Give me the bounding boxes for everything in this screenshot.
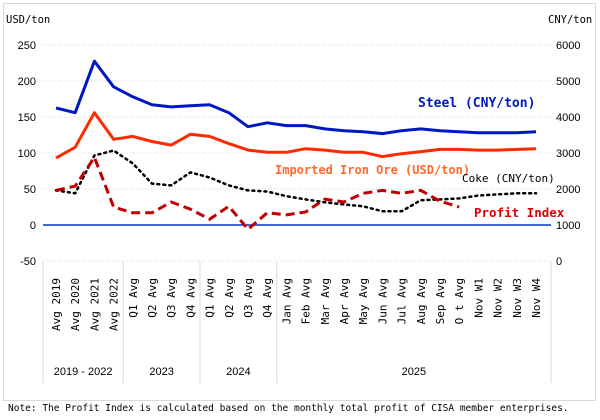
- group-label: 2023: [149, 366, 173, 378]
- series-line-2: [54, 149, 538, 213]
- left-tick-label: 200: [18, 76, 36, 88]
- right-tick-label: 5000: [556, 76, 580, 88]
- category-label: O t Avg: [453, 278, 466, 324]
- left-tick-label: 150: [18, 112, 36, 124]
- series-label: Profit Index: [474, 205, 565, 220]
- category-label: Aug Avg: [415, 278, 428, 324]
- category-label: Nov W3: [511, 278, 524, 318]
- right-tick-label: 6000: [556, 40, 580, 52]
- group-label: 2019 - 2022: [54, 366, 113, 378]
- series-line-1: [55, 111, 537, 160]
- left-tick-label: 100: [18, 148, 36, 160]
- right-tick-label: 1000: [556, 220, 580, 232]
- category-label: Jan Avg: [280, 278, 293, 324]
- category-label: Q3 Avg: [242, 278, 255, 318]
- category-label: Q2 Avg: [223, 278, 236, 318]
- category-label: Avg 2019: [50, 278, 63, 331]
- category-label: Avg 2020: [69, 278, 82, 331]
- category-label: Feb Avg: [300, 278, 313, 324]
- series-line-0: [55, 59, 537, 136]
- right-tick-label: 0: [556, 256, 562, 268]
- left-tick-label: -50: [20, 256, 36, 268]
- category-label: Avg 2021: [88, 278, 101, 331]
- chart-frame: [3, 3, 596, 401]
- category-label: Avg 2022: [108, 278, 121, 331]
- series-line-3: [55, 155, 460, 231]
- category-label: Nov W1: [472, 278, 485, 318]
- category-label: Q2 Avg: [146, 278, 159, 318]
- series-label: Steel (CNY/ton): [418, 96, 535, 111]
- group-label: 2024: [226, 366, 250, 378]
- series-label: Imported Iron Ore (USD/ton): [275, 163, 470, 177]
- right-tick-label: 4000: [556, 112, 580, 124]
- category-label: May Avg: [357, 278, 370, 324]
- category-label: Sep Avg: [434, 278, 447, 324]
- left-tick-label: 0: [30, 220, 36, 232]
- category-label: Nov W4: [530, 278, 543, 318]
- category-label: Mar Avg: [319, 278, 332, 324]
- category-label: Q1 Avg: [127, 278, 140, 318]
- left-tick-label: 250: [18, 40, 36, 52]
- left-axis-label: USD/ton: [6, 14, 50, 26]
- series-label: Coke (CNY/ton): [462, 172, 555, 185]
- category-label: Q1 Avg: [204, 278, 217, 318]
- category-label: Q3 Avg: [165, 278, 178, 318]
- category-label: Q4 Avg: [261, 278, 274, 318]
- category-label: Jun Avg: [376, 278, 389, 324]
- group-label: 2025: [402, 366, 426, 378]
- left-tick-label: 50: [24, 184, 36, 196]
- right-tick-label: 3000: [556, 148, 580, 160]
- right-axis-label: CNY/ton: [548, 14, 592, 26]
- category-label: Apr Avg: [338, 278, 351, 324]
- category-label: Nov W2: [492, 278, 505, 318]
- footnote: Note: The Profit Index is calculated bas…: [8, 403, 569, 414]
- right-tick-label: 2000: [556, 184, 580, 196]
- category-label: Jul Avg: [396, 278, 409, 324]
- category-label: Q4 Avg: [184, 278, 197, 318]
